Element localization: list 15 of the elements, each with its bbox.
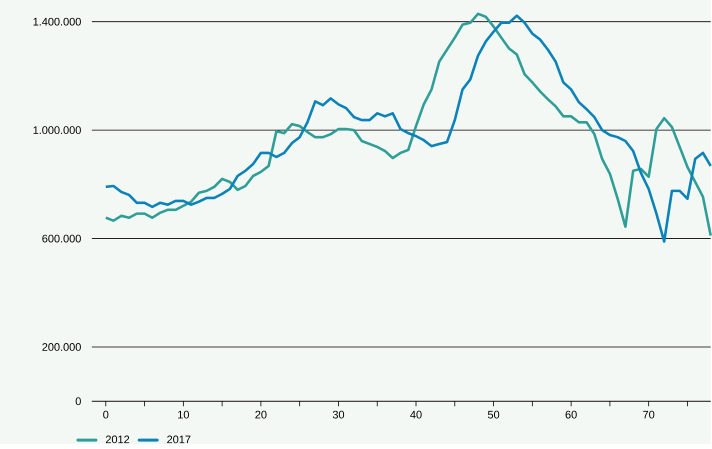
x-tick-label: 70 [643,410,654,419]
x-tick-label: 20 [255,410,267,419]
y-tick-label: 0 [76,398,81,406]
x-tick-label: 60 [566,410,577,419]
legend-label: 2017 [167,436,190,444]
x-tick-label: 50 [488,410,500,419]
x-tick-label: 40 [410,410,422,419]
y-tick-label: 200.000 [42,343,81,352]
y-tick-label: 1.000.000 [33,126,81,134]
x-tick-label: 30 [332,410,344,419]
y-tick-label: 600.000 [42,234,81,243]
y-tick-label: 1.400.000 [33,18,81,26]
x-tick-label: 0 [103,410,108,419]
legend-label: 2012 [106,436,130,444]
x-tick-label: 10 [178,410,189,419]
